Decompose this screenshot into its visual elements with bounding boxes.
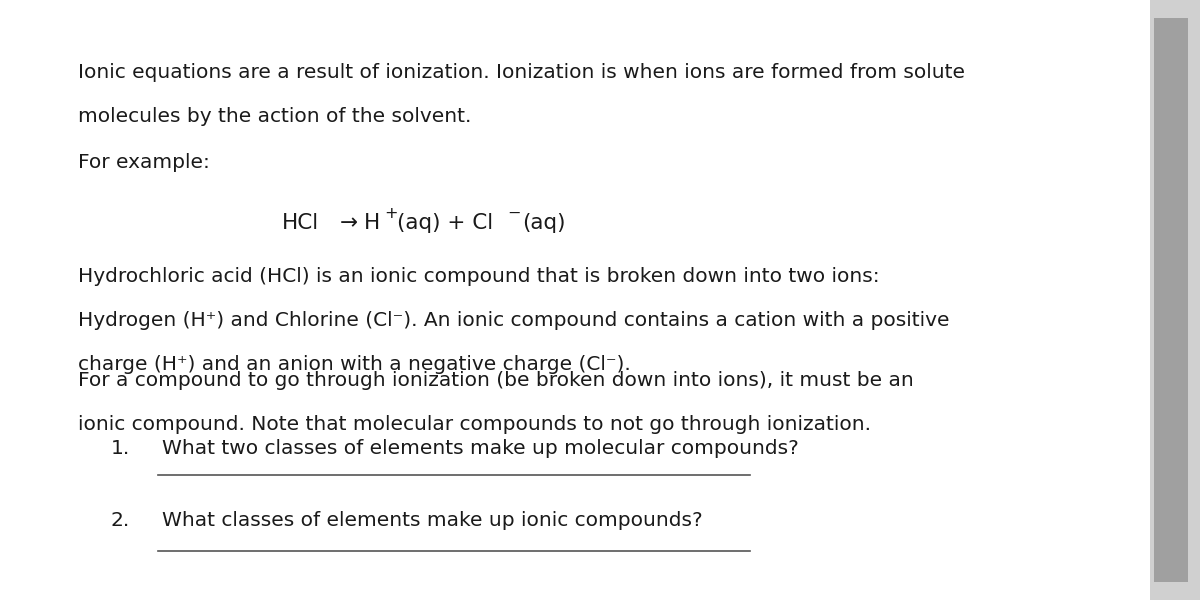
Text: molecules by the action of the solvent.: molecules by the action of the solvent.	[78, 107, 472, 126]
Text: For example:: For example:	[78, 153, 210, 172]
FancyBboxPatch shape	[1154, 18, 1188, 582]
Text: H: H	[364, 213, 380, 233]
Text: (aq) + Cl: (aq) + Cl	[397, 213, 493, 233]
Text: For a compound to go through ionization (be broken down into ions), it must be a: For a compound to go through ionization …	[78, 371, 913, 390]
Text: Hydrogen (H⁺) and Chlorine (Cl⁻). An ionic compound contains a cation with a pos: Hydrogen (H⁺) and Chlorine (Cl⁻). An ion…	[78, 311, 949, 330]
Text: Hydrochloric acid (HCl) is an ionic compound that is broken down into two ions:: Hydrochloric acid (HCl) is an ionic comp…	[78, 267, 880, 286]
Text: What classes of elements make up ionic compounds?: What classes of elements make up ionic c…	[162, 511, 703, 530]
FancyBboxPatch shape	[1150, 0, 1200, 600]
Text: −: −	[508, 206, 521, 221]
FancyBboxPatch shape	[0, 0, 1150, 600]
Text: →: →	[340, 213, 358, 233]
Text: charge (H⁺) and an anion with a negative charge (Cl⁻).: charge (H⁺) and an anion with a negative…	[78, 355, 631, 374]
Text: (aq): (aq)	[522, 213, 565, 233]
Text: ionic compound. Note that molecular compounds to not go through ionization.: ionic compound. Note that molecular comp…	[78, 415, 871, 434]
Text: Ionic equations are a result of ionization. Ionization is when ions are formed f: Ionic equations are a result of ionizati…	[78, 63, 965, 82]
Text: +: +	[384, 206, 397, 221]
Text: 1.: 1.	[110, 439, 130, 458]
Text: 2.: 2.	[110, 511, 130, 530]
Text: HCl: HCl	[282, 213, 319, 233]
Text: What two classes of elements make up molecular compounds?: What two classes of elements make up mol…	[162, 439, 799, 458]
